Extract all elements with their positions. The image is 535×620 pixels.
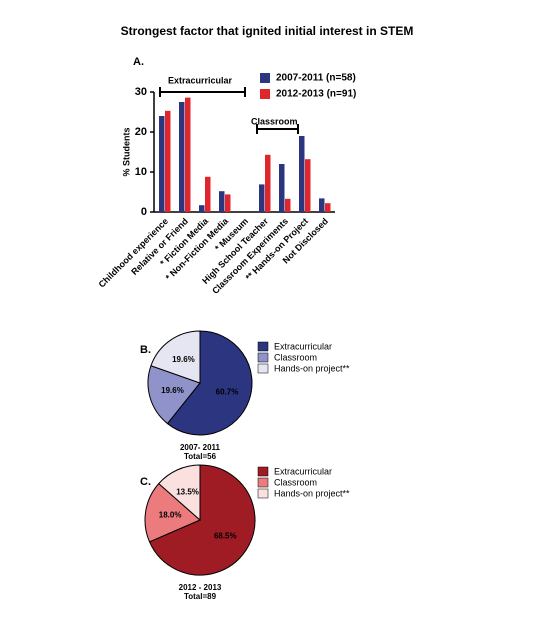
y-axis-label: % Students — [121, 127, 131, 176]
legend-label: 2007-2011 (n=58) — [276, 73, 356, 84]
bar — [299, 136, 305, 212]
legend-swatch — [257, 341, 269, 352]
bar — [325, 203, 331, 212]
legend-swatch — [257, 363, 269, 374]
legend-label: 2012-2013 (n=91) — [276, 89, 356, 100]
slice-label: 19.6% — [161, 386, 184, 395]
legend-swatch — [257, 477, 269, 488]
slice-label: 18.0% — [159, 510, 182, 519]
annotation: Classroom — [251, 116, 298, 126]
pie-caption: 2007- 2011 — [180, 443, 221, 452]
pie-slice — [158, 464, 201, 522]
bar — [279, 164, 285, 212]
y-tick-label: 10 — [135, 166, 147, 178]
legend-label: Hands-on project** — [274, 363, 350, 373]
pie-slice — [150, 330, 201, 384]
pie-caption: 2012 - 2013 — [179, 583, 222, 592]
bar — [225, 194, 231, 212]
slice-label: 13.5% — [176, 488, 199, 497]
bar — [185, 97, 191, 212]
legend-swatch — [257, 466, 269, 477]
panel-label: A. — [133, 56, 144, 68]
panel-label: B. — [140, 344, 151, 356]
legend-swatch — [257, 352, 269, 363]
bracket — [159, 87, 246, 97]
bracket — [256, 124, 299, 134]
legend-label: Hands-on project** — [274, 488, 350, 498]
y-tick-label: 20 — [135, 126, 147, 138]
legend-label: Classroom — [274, 477, 317, 487]
pie-caption: Total=56 — [184, 452, 217, 461]
bar — [165, 110, 171, 212]
bar — [199, 205, 205, 212]
bar — [305, 159, 311, 212]
legend-swatch — [257, 488, 269, 499]
bar — [319, 198, 325, 212]
pie-caption: Total=89 — [184, 592, 217, 601]
pie-slice — [144, 482, 201, 543]
y-tick-label: 30 — [135, 86, 147, 98]
slice-label: 60.7% — [216, 388, 239, 397]
bar — [259, 184, 265, 212]
pie-slice — [148, 464, 256, 576]
legend-label: Extracurricular — [274, 466, 332, 476]
legend-swatch — [260, 89, 270, 99]
bar — [159, 116, 165, 212]
pie-slice — [147, 365, 201, 425]
legend-label: Classroom — [274, 352, 317, 362]
bar — [285, 198, 291, 212]
pie-slice — [166, 330, 253, 436]
bar — [265, 154, 271, 212]
annotation: Extracurricular — [168, 75, 233, 85]
legend-swatch — [260, 73, 270, 83]
bar — [179, 102, 185, 212]
y-tick-label: 0 — [141, 206, 147, 218]
legend-label: Extracurricular — [274, 341, 332, 351]
figure-title: Strongest factor that ignited initial in… — [121, 24, 414, 38]
slice-label: 19.6% — [172, 355, 195, 364]
slice-label: 68.5% — [214, 532, 237, 541]
panel-label: C. — [140, 476, 151, 488]
bar — [219, 191, 225, 212]
bar — [205, 176, 211, 212]
